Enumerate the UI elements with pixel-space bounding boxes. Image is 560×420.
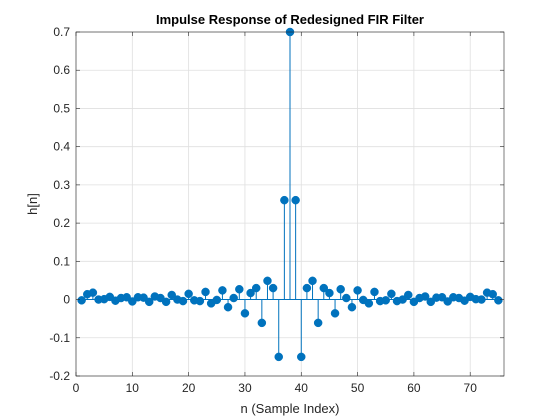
chart-title: Impulse Response of Redesigned FIR Filte… bbox=[156, 12, 424, 27]
stem-marker bbox=[381, 296, 390, 305]
x-ticks: 0 10 20 30 40 50 60 70 bbox=[73, 32, 478, 395]
stem-marker bbox=[319, 283, 329, 293]
y-tick-label: 0.3 bbox=[53, 178, 70, 192]
y-tick-label: 0.6 bbox=[53, 63, 70, 77]
stem-marker bbox=[246, 288, 255, 298]
y-tick-label: 0.4 bbox=[53, 140, 70, 154]
stem-marker bbox=[297, 352, 306, 362]
y-tick-label: -0.2 bbox=[49, 369, 70, 383]
x-tick-label: 0 bbox=[73, 381, 80, 395]
stem-marker bbox=[77, 296, 86, 305]
y-tick-label: 0.1 bbox=[53, 254, 70, 268]
y-ticks: -0.2 -0.1 0 0.1 0.2 0.3 0.4 0.5 0.6 0.7 bbox=[49, 25, 504, 383]
stem-marker bbox=[364, 299, 374, 308]
stem-marker bbox=[235, 284, 244, 294]
stem-marker bbox=[263, 276, 272, 286]
y-tick-label: -0.1 bbox=[49, 331, 70, 345]
y-tick-label: 0 bbox=[63, 293, 70, 307]
y-tick-label: 0.7 bbox=[53, 25, 70, 39]
stem-marker bbox=[251, 283, 261, 293]
stem-marker bbox=[88, 288, 98, 297]
x-tick-label: 10 bbox=[126, 381, 140, 395]
stem-marker bbox=[201, 287, 210, 297]
y-tick-label: 0.5 bbox=[53, 101, 70, 115]
stem-marker bbox=[257, 318, 267, 328]
stem-marker bbox=[240, 309, 250, 318]
stem-marker bbox=[387, 289, 396, 299]
y-tick-label: 0.2 bbox=[53, 216, 70, 230]
stem-marker bbox=[212, 295, 222, 305]
stem-marker bbox=[342, 293, 351, 303]
stem-marker bbox=[398, 295, 407, 304]
stem-marker bbox=[353, 286, 362, 295]
stem-marker bbox=[313, 318, 323, 328]
stem-marker bbox=[477, 295, 486, 304]
stem-marker bbox=[404, 290, 413, 300]
stem-marker bbox=[178, 296, 188, 306]
stem-marker bbox=[336, 284, 345, 294]
x-tick-label: 50 bbox=[351, 381, 365, 395]
stem-marker bbox=[280, 195, 289, 205]
y-axis-label: h[n] bbox=[25, 193, 40, 215]
stem-marker bbox=[420, 292, 430, 301]
stem-marker bbox=[370, 287, 379, 297]
stem-marker bbox=[291, 195, 300, 205]
x-axis-label: n (Sample Index) bbox=[241, 401, 340, 416]
x-tick-label: 70 bbox=[464, 381, 478, 395]
stem-marker bbox=[229, 293, 238, 303]
stem-marker bbox=[167, 290, 176, 300]
stem-marker bbox=[325, 288, 334, 298]
stem-marker bbox=[223, 302, 233, 312]
stem-marker bbox=[161, 297, 171, 307]
stem-marker bbox=[494, 296, 503, 305]
x-tick-label: 40 bbox=[295, 381, 309, 395]
stem-marker bbox=[302, 283, 312, 293]
stem-marker bbox=[274, 352, 283, 362]
x-tick-label: 60 bbox=[407, 381, 421, 395]
stem-marker bbox=[488, 289, 497, 299]
stem-marker bbox=[268, 283, 278, 293]
stem-marker bbox=[330, 309, 340, 318]
stem-marker bbox=[308, 276, 317, 286]
stem-marker bbox=[184, 289, 193, 299]
markers bbox=[77, 27, 503, 362]
stem-marker bbox=[195, 296, 205, 306]
stem-marker bbox=[218, 286, 227, 295]
plot-border bbox=[75, 31, 505, 377]
x-tick-label: 20 bbox=[182, 381, 196, 395]
x-tick-label: 30 bbox=[238, 381, 252, 395]
stem-marker bbox=[347, 302, 357, 312]
stem-marker bbox=[144, 297, 154, 307]
